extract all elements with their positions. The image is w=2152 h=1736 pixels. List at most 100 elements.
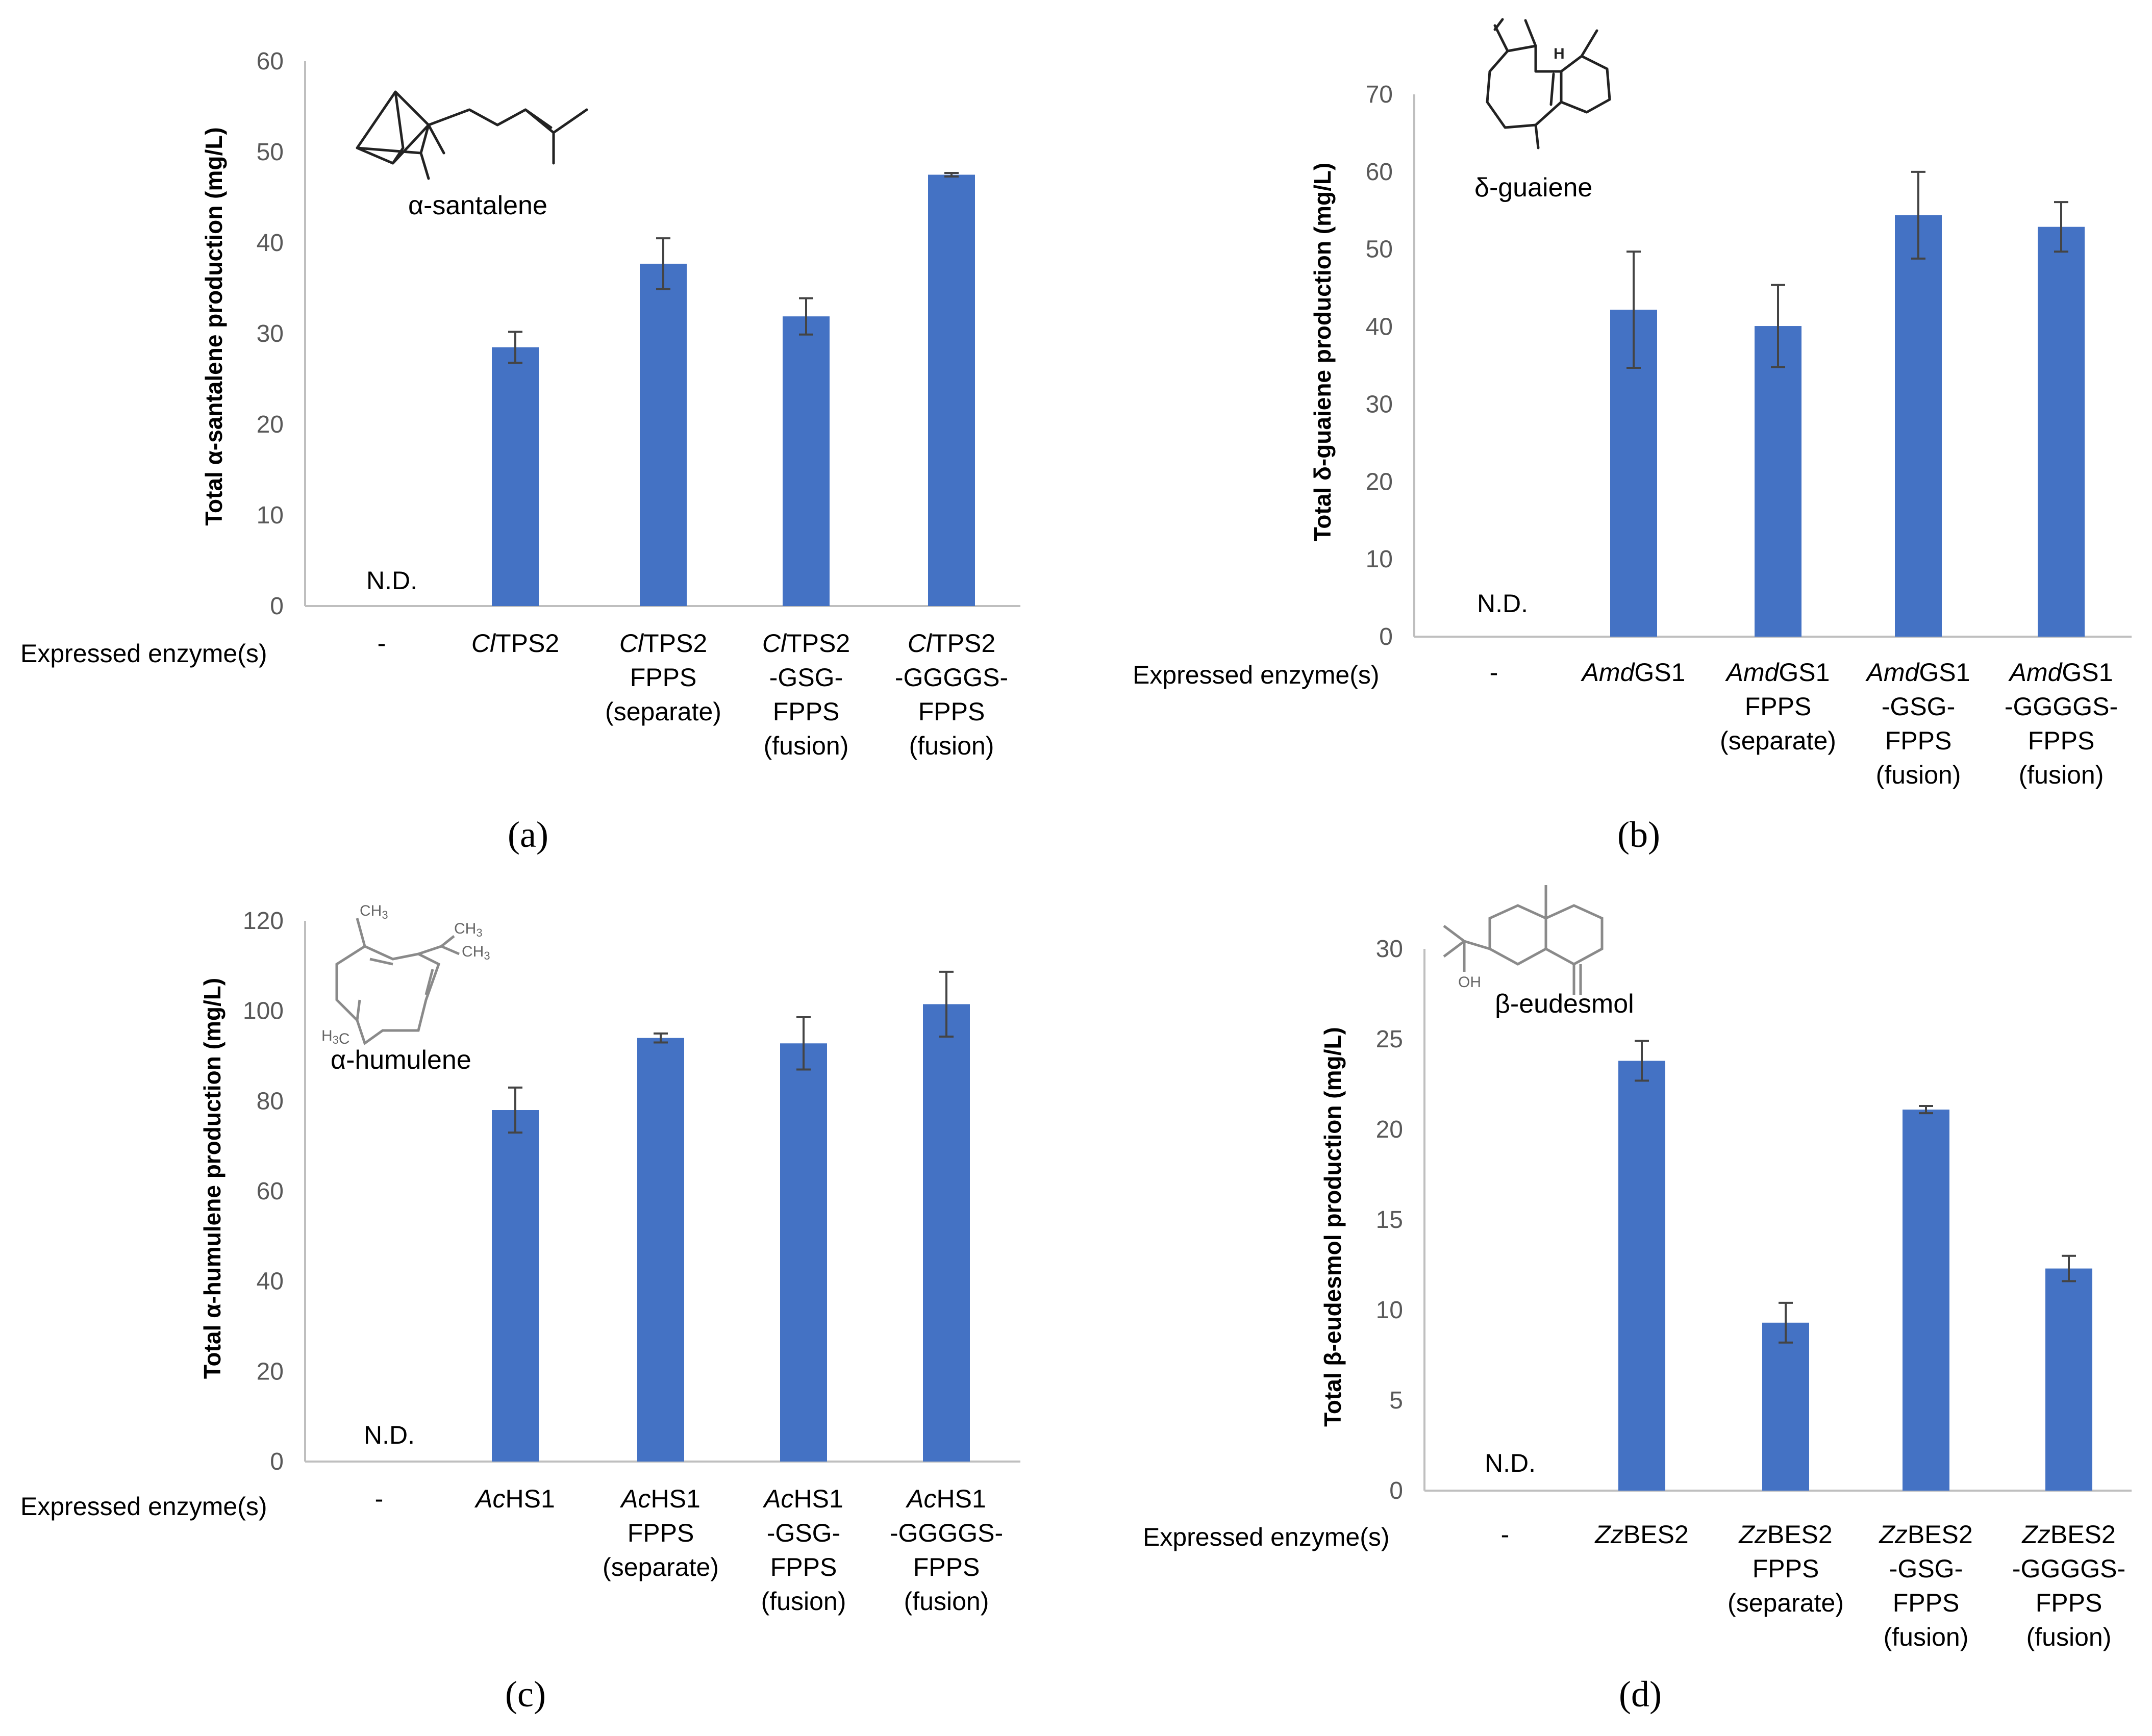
panel-b-bar [2038,227,2085,637]
svg-text:-: - [1490,658,1498,687]
svg-text:(fusion): (fusion) [904,1587,989,1616]
panel-c-ytick-label: 60 [257,1178,284,1205]
svg-text:FPPS: FPPS [1745,692,1812,721]
panel-a-error-bar [944,171,959,178]
svg-text:(fusion): (fusion) [2026,1623,2112,1651]
panel-a-compound-name: α-santalene [408,191,547,220]
svg-text:FPPS: FPPS [1753,1554,1819,1583]
panel-b-compound-name: δ-guaiene [1474,173,1592,203]
panel-b-ytick-label: 40 [1366,314,1393,341]
panel-b-ytick-label: 70 [1366,81,1393,108]
panel-b-error-bar [1911,170,1925,260]
panel-c-category-label: - [375,1485,384,1513]
panel-c-category-label: AcHS1 -GGGGS- FPPS (fusion) [890,1485,1003,1616]
panel-a-ytick-label: 20 [257,411,284,438]
panel-c-categories: - AcHS1 AcHS1 FPPS (separate) AcHS1 -GSG- FPPS (… [375,1485,1003,1616]
panel-d-error-bar [1635,1040,1649,1082]
panel-c-y-ticks: 0 20 40 60 80 100 120 [243,908,284,1475]
panel-a-bar [640,263,687,606]
panel-a-category-label: ClTPS2 FPPS (separate) [605,629,721,726]
eudesmol-structure [1443,885,1604,995]
svg-text:ClTPS2: ClTPS2 [762,629,850,658]
panel-d-error-bar [1919,1104,1933,1115]
panel-d-bar [1618,1061,1665,1491]
svg-text:FPPS: FPPS [770,1553,837,1581]
svg-text:(fusion): (fusion) [909,732,994,760]
panel-b-y-axis-label: Total δ-guaiene production (mg/L) [1309,163,1336,542]
panel-b-error-bar [2054,201,2068,253]
svg-text:(fusion): (fusion) [2019,761,2104,789]
humulene-ch3-top: CH3 [360,902,388,921]
panel-a-y-ticks: 0 10 20 30 40 50 60 [257,48,284,620]
panel-c-row-label: Expressed enzyme(s) [20,1492,267,1521]
svg-text:ZzBES2: ZzBES2 [1879,1520,1972,1549]
svg-text:-GSG-: -GSG- [767,1519,840,1547]
panel-b-categories: - AmdGS1 AmdGS1 FPPS (separate) AmdGS1 -GSG- FP… [1490,658,2118,789]
panel-c-ytick-label: 120 [243,908,284,935]
panel-b-bars [1610,170,2085,637]
panel-c-bar [780,1043,827,1462]
svg-text:FPPS: FPPS [773,697,840,726]
humulene-ch3-right2: CH3 [462,943,490,962]
panel-a-error-bar [799,297,813,336]
panel-c-error-bar [654,1032,668,1044]
svg-text:FPPS: FPPS [1885,726,1952,755]
svg-text:-GGGGS-: -GGGGS- [895,663,1008,692]
svg-text:(fusion): (fusion) [1876,761,1961,789]
svg-text:FPPS: FPPS [1893,1589,1960,1617]
svg-text:FPPS: FPPS [2036,1589,2103,1617]
panel-a-nd-label: N.D. [366,566,417,595]
panel-a-bar [783,316,830,606]
panel-d-ytick-label: 0 [1389,1477,1403,1504]
svg-text:ZzBES2: ZzBES2 [1594,1520,1688,1549]
panel-b-ytick-label: 0 [1379,623,1393,650]
humulene-ch3-right1: CH3 [454,920,483,939]
panel-a-ytick-label: 10 [257,502,284,529]
panel-b-bar [1895,215,1942,637]
panel-b-category-label: AmdGS1 -GGGGS- FPPS (fusion) [2005,658,2118,789]
panel-d-categories: - ZzBES2 ZzBES2 FPPS (separate) ZzBES2 -GSG- FP… [1501,1520,2125,1651]
panel-d-category-label: ZzBES2 FPPS (separate) [1728,1520,1844,1617]
panel-d-bar [1903,1110,1949,1491]
panel-d-ytick-label: 20 [1376,1116,1403,1143]
panel-b-error-bar [1771,284,1785,368]
panel-d-error-bar [2062,1254,2076,1282]
svg-text:-GGGGS-: -GGGGS- [2012,1554,2125,1583]
svg-text:-: - [1501,1520,1510,1549]
panel-a-category-label: - [378,629,386,658]
panel-b-ytick-label: 30 [1366,391,1393,418]
panel-a-ytick-label: 40 [257,230,284,257]
svg-text:ClTPS2: ClTPS2 [619,629,707,658]
panel-c-label: (c) [505,1674,546,1715]
panel-b-bar [1755,326,1801,637]
humulene-structure [335,918,460,1046]
panel-a-categories: - ClTPS2 ClTPS2 FPPS (separate) ClTPS2 -GSG- FP… [378,629,1008,760]
svg-text:FPPS: FPPS [2028,726,2095,755]
panel-a-ytick-label: 30 [257,320,284,347]
panel-d-ytick-label: 25 [1376,1026,1403,1053]
panel-d-bar [2045,1268,2092,1491]
panel-c-ytick-label: 80 [257,1088,284,1115]
panel-b-category-label: - [1490,658,1498,687]
panel-c-error-bar [508,1086,522,1134]
svg-text:-: - [378,629,386,658]
svg-text:FPPS: FPPS [628,1519,694,1547]
panel-d-compound-name: β-eudesmol [1495,989,1634,1019]
svg-text:-GSG-: -GSG- [1882,692,1955,721]
panel-a-ytick-label: 60 [257,48,284,75]
panel-d-category-label: ZzBES2 -GSG- FPPS (fusion) [1879,1520,1972,1651]
panel-c-bar [923,1004,970,1462]
panel-d: Total β-eudesmol production (mg/L) 0 5 10 1… [1143,885,2132,1715]
guaiene-structure [1486,18,1611,149]
panel-a-category-label: ClTPS2 [471,629,559,658]
panel-c-error-bar [796,1016,811,1071]
svg-text:(fusion): (fusion) [1884,1623,1969,1651]
panel-c-nd-label: N.D. [364,1421,415,1449]
svg-text:-GSG-: -GSG- [769,663,843,692]
svg-text:ClTPS2: ClTPS2 [908,629,995,658]
panel-c-error-bar [939,970,954,1038]
svg-text:FPPS: FPPS [913,1553,980,1581]
panel-d-nd-label: N.D. [1485,1449,1536,1477]
panel-d-bars [1618,1040,2092,1491]
